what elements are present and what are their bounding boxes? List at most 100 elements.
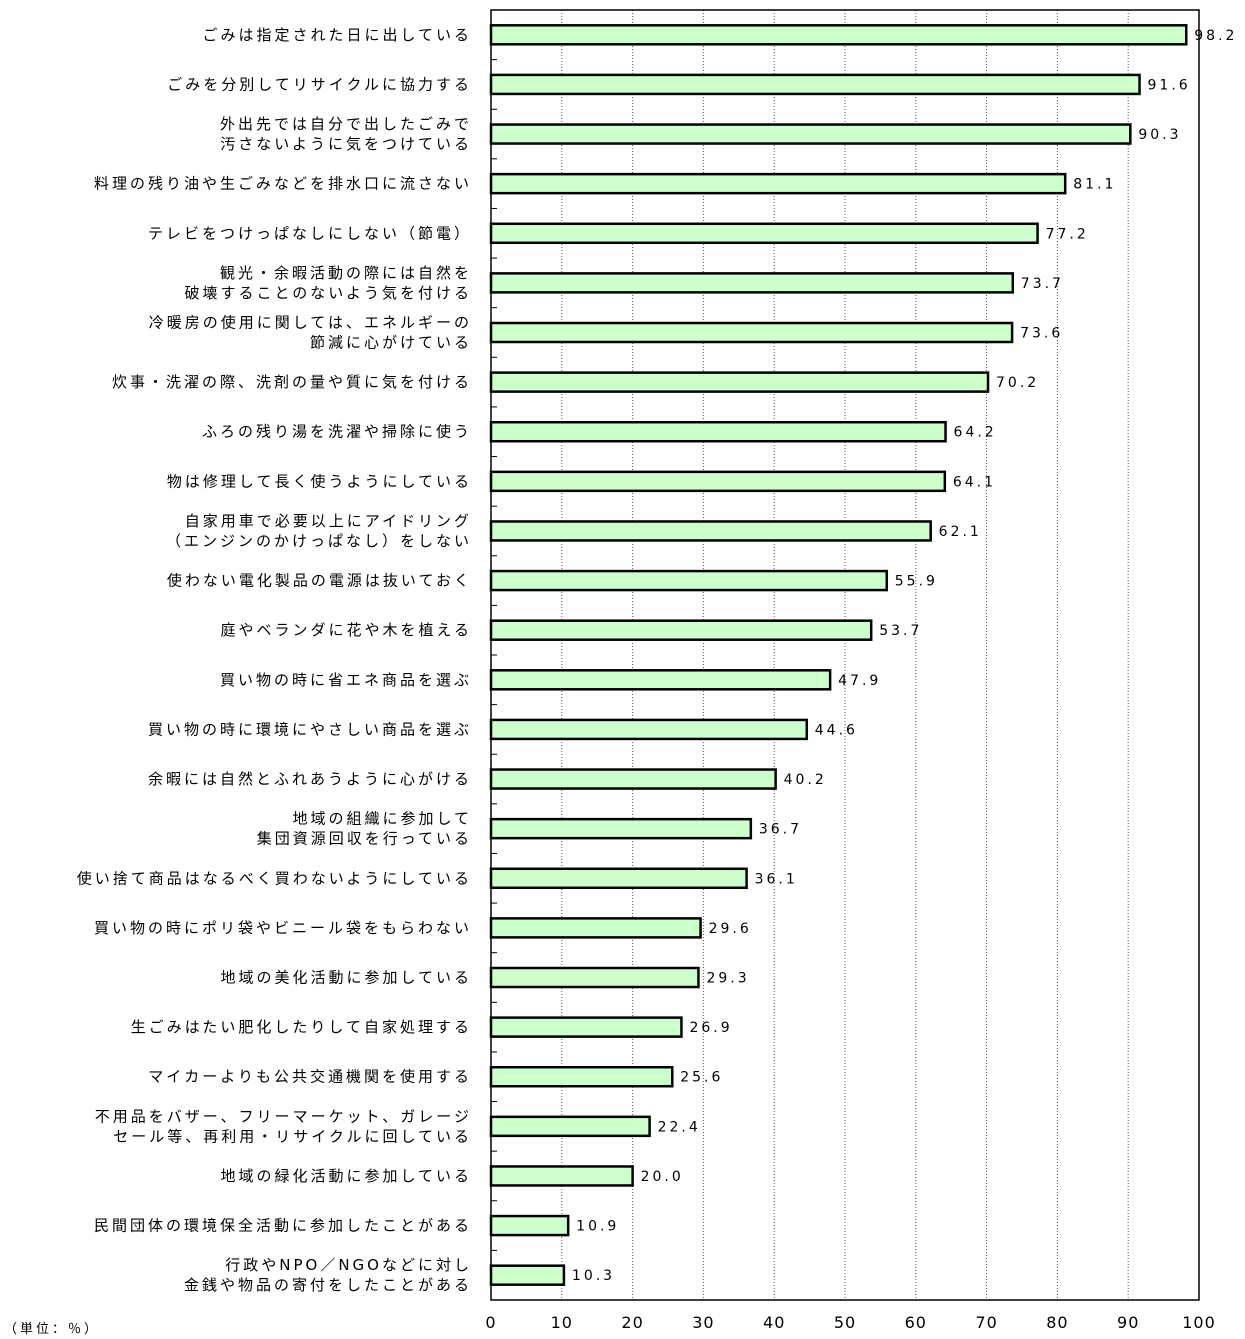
value-label: 73.6 [1020,326,1063,342]
value-label: 40.2 [784,772,827,788]
category-label: 地域の緑化活動に参加している [220,1167,472,1185]
bar [489,917,702,939]
category-label: 節減に心がけている [310,334,472,352]
value-labels: 98.2 91.6 90.3 81.1 77.2 73.7 73.6 70.2 64.2 64.1… [572,28,1237,1284]
category-label: ごみを分別してリサイクルに協力する [167,75,472,93]
bars [489,24,1188,1286]
bar [489,1165,634,1187]
x-tick-label: 40 [763,1313,785,1332]
value-label: 81.1 [1073,177,1116,193]
x-tick-label: 50 [834,1313,856,1332]
value-label: 98.2 [1194,28,1237,44]
value-label: 29.6 [709,921,752,937]
value-label: 64.1 [953,474,996,490]
category-label: セール等、再利用・リサイクルに回している [113,1127,472,1145]
value-label: 64.2 [954,425,997,441]
value-label: 29.3 [706,971,749,987]
category-label: 冷暖房の使用に関しては、エネルギーの [149,314,472,332]
category-label: ふろの残り湯を洗濯や掃除に使う [202,423,472,441]
category-label: 料理の残り油や生ごみなどを排水口に流さない [94,175,472,193]
bar [489,1115,651,1138]
bar [489,371,990,393]
category-label: 生ごみはたい肥化したりして自家処理する [131,1018,472,1036]
category-label: 庭やベランダに花や木を植える [220,621,472,639]
category-label: テレビをつけっぱなしにしない（節電） [148,224,472,242]
value-label: 62.1 [939,524,982,540]
bar [489,420,947,443]
value-label: 77.2 [1046,226,1089,242]
unit-note: （単位：％） [4,1322,101,1337]
category-label: 余暇には自然とふれあうように心がける [148,770,472,788]
bar [489,321,1014,344]
category-label: （エンジンのかけっぱなし）をしない [166,532,472,550]
category-label: 汚さないように気をつけている [220,135,472,153]
value-label: 10.9 [576,1219,619,1235]
x-axis-ticks: 0 10 20 30 40 50 60 70 80 90 100 [485,1313,1216,1332]
value-label: 44.6 [815,722,858,738]
plot-frame [490,9,1200,1301]
bar [489,172,1067,195]
x-tick-label: 60 [905,1313,927,1332]
bar [489,123,1132,145]
bar [489,73,1141,96]
value-label: 20.0 [641,1169,684,1185]
category-label: 破壊することのないよう気を付ける [184,284,472,302]
category-label: 買い物の時にポリ袋やビニール袋をもらわない [94,919,472,937]
category-label: 自家用車で必要以上にアイドリング [185,512,472,530]
value-label: 91.6 [1148,77,1191,93]
category-label: 集団資源回収を行っている [257,830,472,848]
gridlines [491,10,1129,1300]
x-tick-label: 100 [1182,1313,1216,1332]
category-label: 物は修理して長く使うようにしている [167,472,472,490]
bar [489,272,1015,294]
category-label: 買い物の時に省エネ商品を選ぶ [220,671,472,689]
x-tick-label: 0 [485,1313,496,1332]
value-label: 73.7 [1021,276,1064,292]
category-label: 金銭や物品の寄付をしたことがある [184,1276,472,1294]
value-label: 10.3 [572,1268,615,1284]
category-labels: ごみは指定された日に出しているごみを分別してリサイクルに協力する外出先では自分で… [77,26,472,1294]
x-tick-label: 90 [1117,1313,1139,1332]
category-label: 買い物の時に環境にやさしい商品を選ぶ [148,720,472,738]
category-label: 民間団体の環境保全活動に参加したことがある [94,1217,472,1235]
bar [489,669,832,691]
bar [489,1214,570,1237]
x-tick-label: 20 [621,1313,643,1332]
x-tick-label: 30 [692,1313,714,1332]
value-label: 36.1 [755,871,798,887]
category-label: 外出先では自分で出したごみで [220,115,472,133]
bar [489,867,748,890]
bar [489,619,873,641]
category-label: 不用品をバザー、フリーマーケット、ガレージ [95,1107,472,1125]
category-label: 地域の組織に参加して [292,810,472,828]
bar [489,768,777,790]
bar [489,966,700,989]
x-tick-label: 80 [1046,1313,1068,1332]
value-label: 47.9 [838,673,881,689]
value-label: 90.3 [1138,127,1181,143]
bar [489,470,947,493]
value-label: 55.9 [895,574,938,590]
bar [489,1264,566,1286]
category-label: ごみは指定された日に出している [202,26,472,44]
category-label: 使い捨て商品はなるべく買わないようにしている [77,869,472,887]
category-label: 観光・余暇活動の際には自然を [220,264,472,282]
bar [489,817,753,840]
category-label: 使わない電化製品の電源は抜いておく [167,572,472,590]
bar [489,520,932,542]
bar [489,1016,683,1038]
x-tick-label: 10 [551,1313,573,1332]
value-label: 53.7 [879,623,922,639]
bar [489,24,1188,46]
x-tick-label: 70 [975,1313,997,1332]
bar [489,718,809,741]
value-label: 36.7 [759,822,802,838]
category-label: 行政やNPO／NGOなどに対し [225,1256,472,1274]
bar [489,569,889,592]
value-label: 22.4 [658,1119,701,1135]
value-label: 25.6 [680,1070,723,1086]
category-label: マイカーよりも公共交通機関を使用する [148,1068,472,1086]
value-label: 70.2 [996,375,1039,391]
bar [489,1065,674,1088]
